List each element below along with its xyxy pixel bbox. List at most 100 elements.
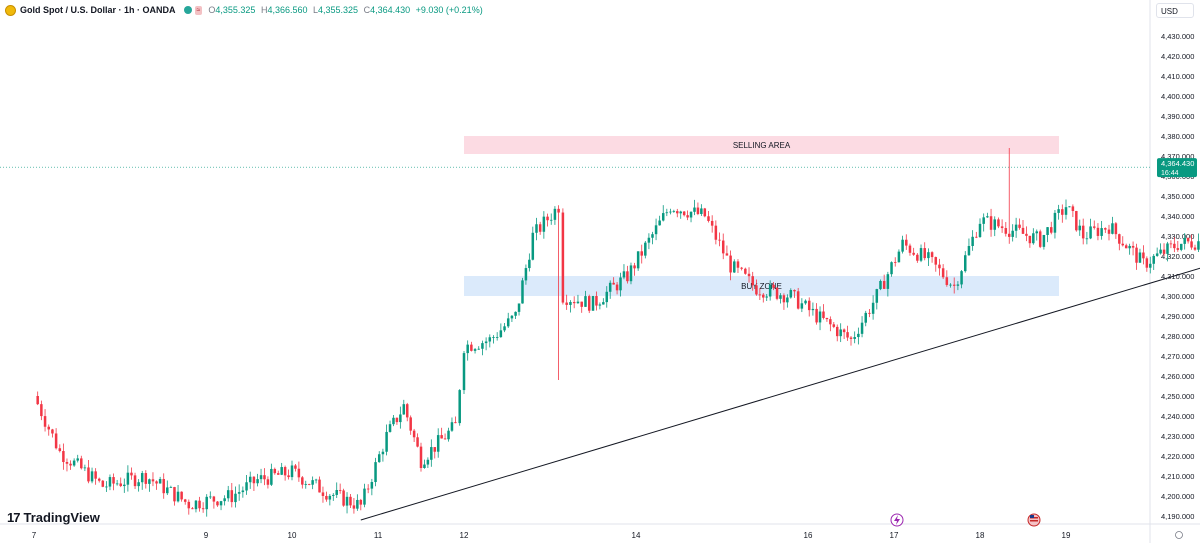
candle-body xyxy=(1107,229,1111,234)
candle-body xyxy=(982,217,985,224)
candle-body xyxy=(542,216,546,232)
candle-body xyxy=(945,277,949,285)
candle-body xyxy=(328,495,332,500)
candle-body xyxy=(978,223,982,237)
candle-body xyxy=(392,417,395,425)
y-tick-label: 4,190.000 xyxy=(1161,512,1194,521)
candle-body xyxy=(1046,227,1049,235)
candle-body xyxy=(241,490,245,493)
candle-body xyxy=(1193,247,1197,250)
candle-body xyxy=(212,496,216,502)
candle-body xyxy=(1053,212,1057,233)
candle-body xyxy=(370,482,374,489)
candle-body xyxy=(1089,226,1092,239)
candle-body xyxy=(553,208,557,220)
candle-body xyxy=(591,296,595,311)
open-value: 4,355.325 xyxy=(215,5,256,15)
candle-body xyxy=(366,488,370,490)
candle-body xyxy=(209,496,212,498)
buy-zone-label: BUY ZONE xyxy=(741,282,782,291)
candle-body xyxy=(890,262,893,275)
candle-body xyxy=(1149,263,1152,268)
candle-body xyxy=(290,465,294,478)
ascending-trendline xyxy=(360,267,1200,521)
candle-body xyxy=(912,252,915,255)
candle-body xyxy=(1104,228,1107,230)
candle-body xyxy=(1135,247,1138,263)
candle-body xyxy=(758,294,762,296)
candle-body xyxy=(930,252,934,258)
y-tick-label: 4,200.000 xyxy=(1161,492,1194,501)
candle-body xyxy=(793,290,796,292)
candle-body xyxy=(419,446,423,468)
y-tick-label: 4,340.000 xyxy=(1161,212,1194,221)
candle-body xyxy=(1124,245,1128,249)
symbol-title[interactable]: Gold Spot / U.S. Dollar · 1h · OANDA xyxy=(20,5,176,15)
candle-body xyxy=(155,481,158,484)
candle-body xyxy=(605,291,609,303)
candle-body xyxy=(622,271,626,278)
price-tag-value: 4,364.430 xyxy=(1161,159,1194,168)
candle-body xyxy=(176,491,180,502)
y-tick-label: 4,420.000 xyxy=(1161,52,1194,61)
candle-body xyxy=(499,330,503,338)
candle-body xyxy=(36,396,39,405)
price-tag-countdown: 16:44 xyxy=(1161,170,1179,177)
candle-body xyxy=(879,280,882,290)
candle-body xyxy=(971,236,974,246)
candle-body xyxy=(230,490,234,503)
x-tick-label: 7 xyxy=(32,531,37,540)
candle-body xyxy=(897,251,901,263)
y-tick-label: 4,260.000 xyxy=(1161,372,1194,381)
candle-body xyxy=(729,255,732,273)
candle-body xyxy=(123,484,126,487)
candle-body xyxy=(934,257,938,265)
candle-body xyxy=(765,296,768,298)
candle-body xyxy=(321,492,325,496)
candle-body xyxy=(166,487,169,494)
candle-body xyxy=(169,487,173,488)
candle-body xyxy=(58,448,62,452)
candle-body xyxy=(332,494,335,496)
candle-body xyxy=(1028,235,1032,244)
candle-body xyxy=(101,480,105,487)
candle-body xyxy=(569,302,572,305)
candle-body xyxy=(1179,243,1183,250)
candle-body xyxy=(87,467,90,482)
candle-body xyxy=(314,479,318,481)
candle-body xyxy=(1186,237,1190,242)
candle-body xyxy=(466,344,469,354)
candle-body xyxy=(374,462,377,483)
candle-body xyxy=(626,271,629,282)
candle-body xyxy=(399,414,402,423)
candle-body xyxy=(647,237,651,243)
candle-body xyxy=(886,274,890,289)
candle-body xyxy=(658,220,661,226)
x-tick-label: 19 xyxy=(1062,531,1071,540)
candle-body xyxy=(997,219,1000,227)
candle-body xyxy=(352,505,356,509)
candle-body xyxy=(535,224,538,233)
tradingview-logo[interactable]: 17 TradingView xyxy=(7,510,100,525)
candle-body xyxy=(882,280,886,289)
candle-body xyxy=(587,296,591,311)
candle-body xyxy=(644,242,647,256)
candle-body xyxy=(105,486,108,488)
candle-body xyxy=(1004,228,1008,234)
candle-body xyxy=(223,498,226,502)
candle-body xyxy=(849,337,853,339)
candle-body xyxy=(97,478,101,481)
candle-body xyxy=(835,326,839,337)
candle-body xyxy=(669,211,672,213)
candle-body xyxy=(311,480,314,485)
y-tick-label: 4,290.000 xyxy=(1161,312,1194,321)
candle-body xyxy=(786,297,789,303)
candle-body xyxy=(956,284,960,286)
equal-icon: ≈ xyxy=(194,5,203,15)
candle-body xyxy=(276,473,280,475)
candle-body xyxy=(151,479,155,482)
currency-button[interactable]: USD xyxy=(1156,3,1194,18)
y-tick-label: 4,310.000 xyxy=(1161,272,1194,281)
candle-body xyxy=(561,212,565,303)
